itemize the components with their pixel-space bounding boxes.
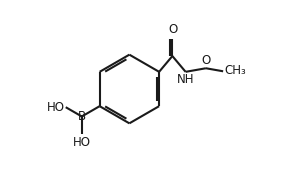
Text: O: O	[202, 54, 211, 67]
Text: HO: HO	[73, 136, 91, 149]
Text: B: B	[78, 110, 86, 123]
Text: HO: HO	[47, 101, 65, 114]
Text: O: O	[168, 23, 178, 36]
Text: CH₃: CH₃	[225, 64, 246, 77]
Text: NH: NH	[177, 73, 194, 86]
